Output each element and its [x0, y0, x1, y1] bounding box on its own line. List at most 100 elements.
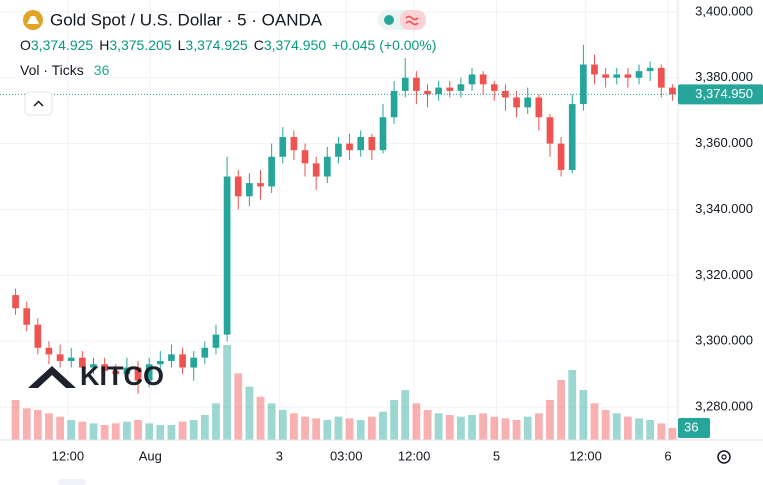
candle-body: [568, 104, 576, 170]
x-tick-label: 5: [493, 448, 500, 463]
candle-body: [290, 137, 298, 151]
candle-body: [401, 77, 409, 91]
volume-pane: [11, 345, 677, 440]
volume-bar: [546, 400, 554, 440]
volume-bar: [290, 413, 298, 440]
o-value: 3,374.925: [31, 37, 93, 53]
ohlc-legend: O3,374.925 H3,375.205 L3,374.925 C3,374.950…: [20, 37, 436, 53]
candle-body: [613, 74, 621, 78]
c-label: C: [254, 37, 264, 53]
candle-body: [23, 308, 31, 325]
volume-bar: [479, 413, 488, 440]
volume-bar: [579, 390, 588, 440]
candle-body: [257, 183, 264, 187]
y-tick-label: 3,320.000: [695, 267, 753, 282]
candle-body: [457, 84, 465, 91]
volume-tag-label: 36: [684, 419, 698, 434]
volume-bar: [468, 415, 476, 440]
candle-body: [112, 370, 120, 375]
change: +0.045 (+0.00%): [332, 37, 436, 53]
candle-body: [67, 357, 75, 361]
volume-bar: [33, 410, 42, 440]
volume-bar: [123, 421, 131, 440]
candle-body: [479, 74, 487, 85]
volume-bar: [624, 416, 632, 440]
volume-bar: [278, 410, 287, 440]
candle-body: [279, 137, 287, 157]
market-open-dot: [384, 15, 394, 25]
candle-body: [368, 137, 376, 151]
axes: 3,280.000 3,300.000 3,320.000 3,340.000 3,36…: [0, 3, 763, 463]
volume-bar: [245, 386, 254, 440]
volume-bar: [189, 420, 198, 440]
candle-body: [379, 117, 387, 151]
collapse-button[interactable]: [24, 91, 53, 116]
candle-body: [168, 354, 175, 361]
scroll-handle[interactable]: [58, 479, 86, 485]
volume-bar: [67, 420, 76, 440]
volume-bar: [200, 415, 209, 440]
volume-bar: [590, 403, 599, 440]
h-value: 3,375.205: [109, 37, 171, 53]
volume-bar: [45, 413, 53, 440]
candle-body: [546, 117, 554, 144]
volume-bar: [557, 380, 565, 440]
candle-body: [468, 74, 476, 85]
settings-icon: [721, 454, 727, 460]
volume-bar: [345, 418, 354, 440]
candle-body: [435, 87, 442, 95]
volume-value: 36: [94, 62, 110, 78]
volume-bar: [178, 421, 187, 440]
candle-body: [591, 64, 598, 75]
candle-body: [513, 97, 520, 108]
candle-body: [557, 143, 565, 170]
x-tick-label: Aug: [139, 448, 162, 463]
candle-body: [301, 150, 309, 164]
candle-body: [90, 364, 97, 368]
volume-bar: [434, 413, 443, 440]
candle-body: [524, 97, 532, 108]
volume-bar: [78, 421, 87, 440]
settings-button[interactable]: [717, 450, 731, 464]
volume-bar: [568, 370, 577, 440]
candle-body: [424, 90, 431, 95]
volume-bar: [156, 425, 165, 440]
candle-body: [312, 163, 320, 177]
y-tick-label: 3,280.000: [695, 399, 753, 414]
y-tick-label: 3,300.000: [695, 333, 753, 348]
candle-body: [624, 74, 632, 78]
y-tick-label: 3,340.000: [695, 201, 753, 216]
volume-bar: [11, 400, 20, 440]
candle-body: [179, 354, 186, 368]
price-tag: [678, 84, 763, 105]
volume-bar: [457, 416, 465, 440]
volume-label: Vol · Ticks: [20, 62, 84, 78]
y-tick-label: 3,380.000: [695, 69, 753, 84]
delay-icon: [405, 15, 419, 26]
volume-bar: [445, 415, 454, 440]
volume-bar: [301, 416, 309, 440]
delay-badge[interactable]: [400, 10, 426, 30]
volume-bar: [256, 396, 265, 440]
volume-tag: [678, 418, 710, 438]
volume-bar: [56, 416, 64, 440]
volume-bar: [379, 411, 387, 440]
candle-body: [602, 74, 609, 78]
c-value: 3,374.950: [264, 37, 326, 53]
x-tick-label: 03:00: [330, 448, 363, 463]
y-tick-label: 3,400.000: [695, 3, 753, 18]
grid: [0, 0, 678, 440]
candle-body: [34, 324, 42, 348]
volume-bar: [412, 403, 421, 440]
candle-body: [346, 143, 353, 151]
volume-bar: [668, 428, 677, 440]
candle-body: [357, 137, 365, 151]
volume-bar: [100, 425, 109, 440]
volume-bar: [657, 423, 666, 440]
candle-body: [201, 347, 209, 358]
volume-bar: [22, 408, 31, 440]
candle-body: [212, 334, 220, 348]
symbol-title: Gold Spot / U.S. Dollar · 5 · OANDA: [50, 10, 323, 29]
